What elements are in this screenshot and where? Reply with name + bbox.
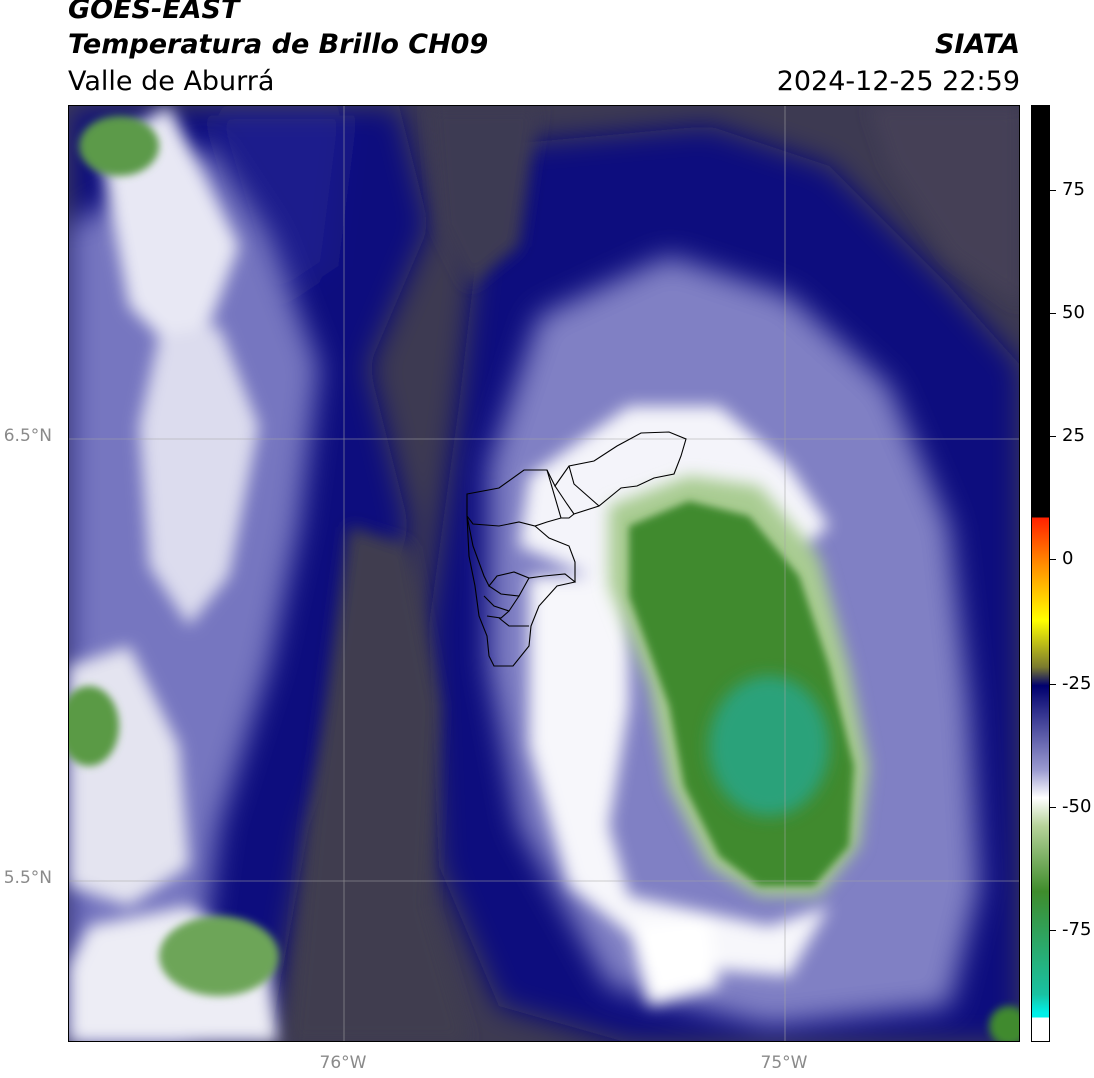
colorbar-label: -50 [1062,796,1092,817]
cold-core-teal [709,676,829,816]
datetime-label: 2024-12-25 22:59 [776,66,1020,97]
lat-label-6-5: 6.5°N [3,426,52,446]
colorbar-label: 50 [1062,302,1085,323]
organization-label: SIATA [934,29,1020,60]
colorbar-label: -75 [1062,919,1092,940]
lat-label-5-5: 5.5°N [3,868,52,888]
colorbar-tick [1050,559,1056,560]
municipal-boundaries [466,431,687,667]
map-canvas [69,106,1019,1041]
green-patches [69,116,1019,1041]
colorbar-tick [1050,436,1056,437]
colorbar-label: 0 [1062,548,1074,569]
clear-sky-region [289,106,1019,1041]
lon-label-76: 76°W [319,1053,367,1073]
colorbar-tick [1050,190,1056,191]
graticule [69,106,1019,1041]
colorbar-tick [1050,684,1056,685]
colorbar-tick [1050,807,1056,808]
region-subtitle: Valle de Aburrá [68,66,275,97]
brightness-temperature-map [68,105,1020,1042]
colorbar [1031,105,1050,1042]
colorbar-label: -25 [1062,673,1092,694]
product-title: Temperatura de Brillo CH09 [68,29,489,60]
satellite-title: GOES-EAST [68,0,240,25]
colorbar-tick [1050,930,1056,931]
colorbar-label: 75 [1062,179,1085,200]
colorbar-label: 25 [1062,425,1085,446]
colorbar-tick [1050,313,1056,314]
lon-label-75: 75°W [760,1053,808,1073]
